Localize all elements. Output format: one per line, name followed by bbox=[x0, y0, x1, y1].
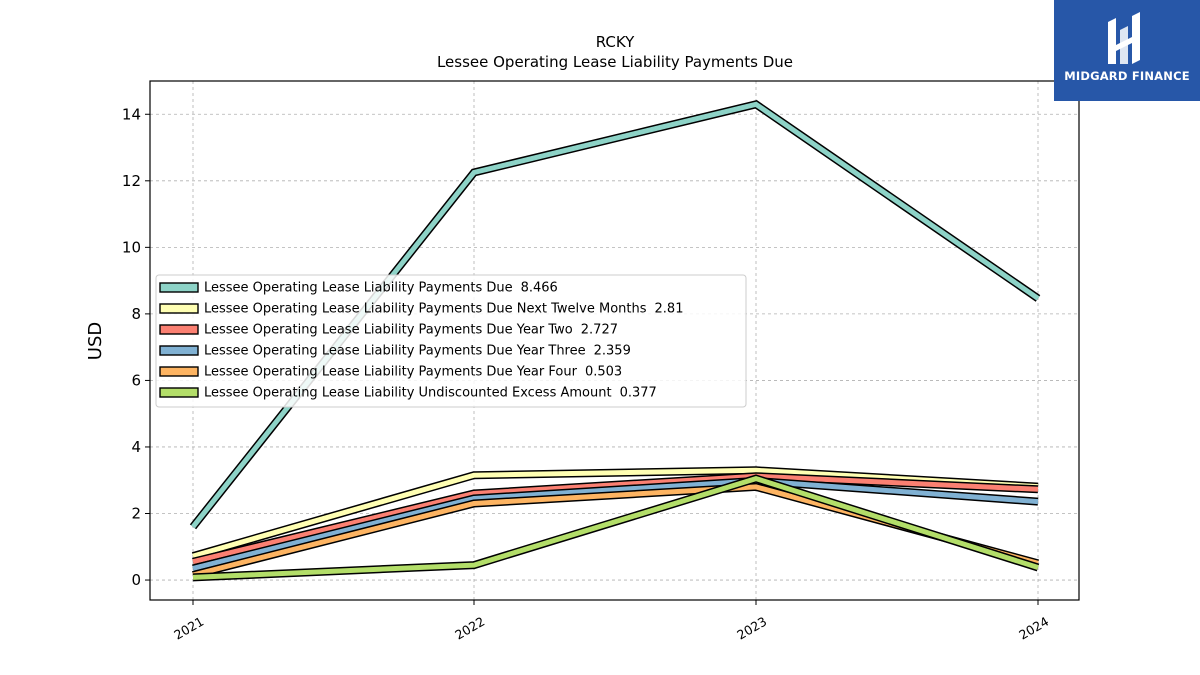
x-axis: 2021 2022 2023 2024 bbox=[171, 600, 1051, 643]
legend-swatch bbox=[159, 387, 199, 398]
series-line-6 bbox=[192, 474, 1040, 582]
series-line-2 bbox=[191, 466, 1039, 560]
legend-series-name: Lessee Operating Lease Liability Payment… bbox=[204, 302, 647, 317]
legend-entry: Lessee Operating Lease Liability Undisco… bbox=[159, 386, 657, 401]
legend-box bbox=[155, 274, 747, 408]
legend-series-value: 8.466 bbox=[521, 281, 558, 296]
series-stroke bbox=[192, 467, 1039, 559]
series-stroke bbox=[192, 473, 1039, 565]
plot-frame bbox=[149, 80, 1080, 601]
legend-label: Lessee Operating Lease Liability Payment… bbox=[204, 302, 683, 317]
chart-title: RCKY bbox=[596, 33, 635, 51]
legend-entry: Lessee Operating Lease Liability Payment… bbox=[159, 344, 631, 359]
legend-series-name: Lessee Operating Lease Liability Payment… bbox=[204, 323, 573, 338]
legend-series-value: 2.81 bbox=[655, 302, 684, 317]
legend-entry: Lessee Operating Lease Liability Payment… bbox=[159, 302, 683, 317]
y-tick-label: 2 bbox=[131, 505, 141, 523]
legend-swatch bbox=[159, 345, 199, 356]
legend-label: Lessee Operating Lease Liability Payment… bbox=[204, 281, 558, 296]
legend-series-value: 2.359 bbox=[594, 344, 631, 359]
logo-text: MIDGARD FINANCE bbox=[1064, 69, 1190, 83]
legend-series-name: Lessee Operating Lease Liability Payment… bbox=[204, 365, 578, 380]
logo-mark-icon bbox=[1108, 12, 1140, 64]
x-tick-label: 2022 bbox=[452, 614, 487, 643]
brand-logo: MIDGARD FINANCE bbox=[1054, 0, 1200, 101]
series-stroke bbox=[192, 478, 1039, 571]
y-axis-label: USD bbox=[85, 322, 106, 360]
y-tick-label: 6 bbox=[131, 371, 141, 389]
legend-entry: Lessee Operating Lease Liability Payment… bbox=[159, 365, 622, 380]
x-tick-label: 2023 bbox=[734, 614, 769, 643]
y-tick-label: 10 bbox=[122, 238, 141, 256]
legend-label: Lessee Operating Lease Liability Payment… bbox=[204, 365, 622, 380]
legend-series-name: Lessee Operating Lease Liability Undisco… bbox=[204, 386, 612, 401]
legend-series-name: Lessee Operating Lease Liability Payment… bbox=[204, 344, 586, 359]
y-tick-label: 4 bbox=[131, 438, 141, 456]
legend-label: Lessee Operating Lease Liability Payment… bbox=[204, 344, 631, 359]
legend-swatch bbox=[159, 366, 199, 377]
legend-entry: Lessee Operating Lease Liability Payment… bbox=[159, 281, 558, 296]
legend-series-value: 0.377 bbox=[620, 386, 657, 401]
legend-series-value: 0.503 bbox=[585, 365, 622, 380]
chart-subtitle: Lessee Operating Lease Liability Payment… bbox=[437, 53, 793, 71]
y-axis: 0 2 4 6 8 10 12 14 bbox=[122, 105, 150, 589]
legend-swatch bbox=[159, 324, 199, 335]
legend: Lessee Operating Lease Liability Payment… bbox=[155, 274, 747, 408]
x-tick-label: 2021 bbox=[171, 614, 206, 643]
legend-series-value: 2.727 bbox=[581, 323, 618, 338]
legend-label: Lessee Operating Lease Liability Payment… bbox=[204, 323, 618, 338]
series-line-3 bbox=[192, 472, 1039, 566]
legend-swatch bbox=[159, 303, 199, 314]
y-tick-label: 14 bbox=[122, 105, 141, 123]
series-lines bbox=[189, 99, 1041, 582]
y-tick-label: 0 bbox=[131, 571, 141, 589]
legend-label: Lessee Operating Lease Liability Undisco… bbox=[204, 386, 657, 401]
y-tick-label: 12 bbox=[122, 172, 141, 190]
x-tick-label: 2024 bbox=[1016, 614, 1051, 643]
legend-series-name: Lessee Operating Lease Liability Payment… bbox=[204, 281, 513, 296]
series-stroke bbox=[192, 475, 1039, 580]
y-tick-label: 8 bbox=[131, 305, 141, 323]
legend-swatch bbox=[159, 282, 199, 293]
legend-entry: Lessee Operating Lease Liability Payment… bbox=[159, 323, 618, 338]
